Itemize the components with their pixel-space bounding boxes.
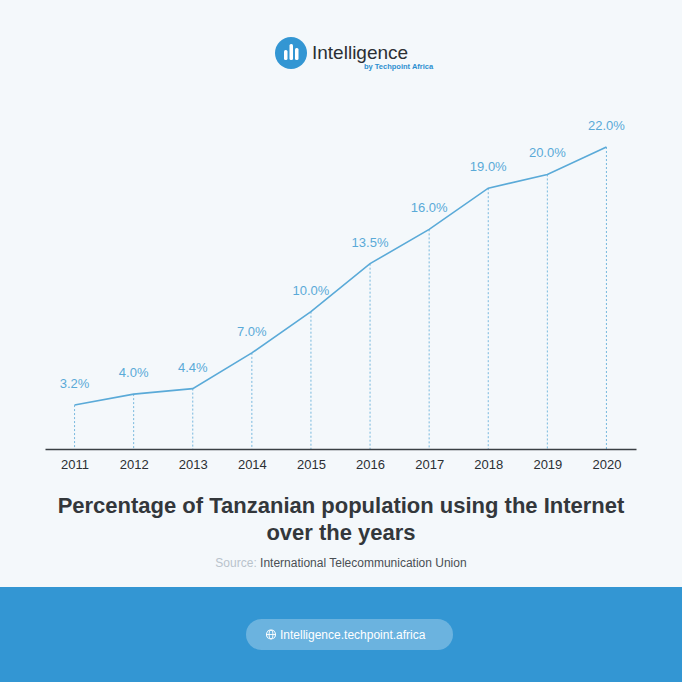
data-labels: 3.2% 4.0% 4.4% 7.0% 10.0% 13.5% 16.0% 19.0% 20.0… [60, 118, 626, 391]
drop-line [251, 353, 252, 449]
source-text: International Telecommunication Union [260, 556, 467, 570]
x-tick-label: 2011 [61, 457, 89, 472]
x-axis: 2011 2012 2013 2014 2015 2016 2017 2018 2019 2020 [46, 449, 637, 472]
tagline: by Techpoint Africa [364, 62, 434, 71]
source: Source: International Telecommunication … [215, 556, 466, 570]
data-label: 22.0% [588, 118, 625, 133]
x-tick-label: 2019 [533, 457, 562, 472]
plot-area [75, 147, 607, 449]
x-tick: 2015 [297, 449, 326, 472]
drop-line [74, 405, 75, 449]
x-tick: 2019 [533, 449, 562, 472]
x-tick: 2017 [415, 449, 444, 472]
logo-icon [275, 37, 307, 69]
x-tick: 2011 [61, 449, 89, 472]
drop-line [429, 229, 430, 449]
logo: Intelligenceby Techpoint Africa [275, 37, 434, 71]
x-tick-label: 2016 [356, 457, 385, 472]
data-label: 7.0% [237, 324, 267, 339]
x-tick: 2013 [179, 449, 208, 472]
data-label: 20.0% [529, 145, 566, 160]
x-tick: 2014 [238, 449, 267, 472]
source-label: Source: [215, 556, 256, 570]
drop-line [192, 389, 193, 449]
drop-line [370, 264, 371, 449]
x-tick-label: 2012 [120, 457, 149, 472]
x-tick-label: 2017 [415, 457, 444, 472]
data-label: 4.4% [178, 360, 208, 375]
x-tick-label: 2018 [474, 457, 503, 472]
data-line [75, 147, 607, 405]
x-tick-label: 2020 [592, 457, 621, 472]
data-label: 4.0% [119, 365, 149, 380]
drop-line [310, 312, 311, 449]
title: Percentage of Tanzanian population using… [58, 493, 625, 545]
drop-line [547, 174, 548, 449]
drop-line [606, 147, 607, 449]
data-label: 19.0% [470, 159, 507, 174]
x-tick: 2018 [474, 449, 503, 472]
x-tick: 2020 [592, 449, 621, 472]
page: Intelligenceby Techpoint Africa201120122… [0, 0, 682, 682]
logo-bar [284, 50, 288, 60]
logo-bar [290, 44, 294, 60]
footer-band [0, 587, 682, 682]
x-tick-label: 2013 [179, 457, 208, 472]
background [0, 0, 682, 682]
data-label: 10.0% [293, 283, 330, 298]
footer-link-text: Intelligence.techpoint.africa [280, 628, 426, 642]
x-tick: 2012 [120, 449, 149, 472]
drop-line [133, 394, 134, 449]
brand: Intelligence [312, 42, 408, 63]
x-tick-label: 2015 [297, 457, 326, 472]
footer-pill [246, 619, 453, 650]
logo-bar [295, 48, 299, 60]
footer-link[interactable]: Intelligence.techpoint.africa [246, 619, 453, 650]
x-tick-label: 2014 [238, 457, 267, 472]
x-tick: 2016 [356, 449, 385, 472]
data-label: 13.5% [352, 235, 389, 250]
x-axis-line [46, 449, 637, 451]
data-label: 16.0% [411, 200, 448, 215]
drop-line [488, 188, 489, 449]
data-label: 3.2% [60, 376, 90, 391]
globe-icon [267, 630, 276, 639]
